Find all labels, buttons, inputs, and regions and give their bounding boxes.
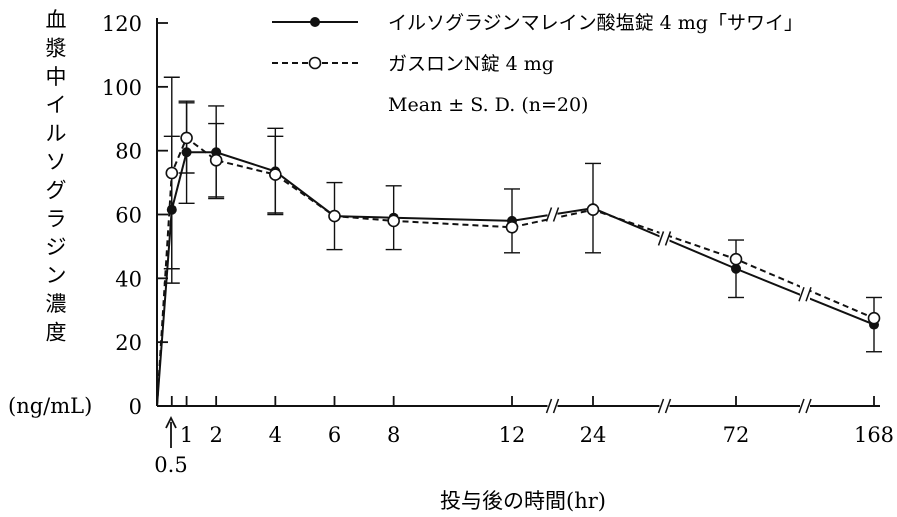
legend-label-gaslon: ガスロンN錠 4 mg — [388, 53, 554, 75]
x-tick-label: 4 — [269, 423, 282, 447]
legend-marker-sawai — [310, 17, 320, 27]
axis-break-gap — [547, 205, 558, 224]
x-axis-label: 投与後の時間(hr) — [440, 489, 606, 513]
y-axis-label-char: ル — [46, 122, 67, 146]
legend-marker-gaslon — [308, 56, 322, 70]
y-axis-label-char: ン — [46, 264, 67, 288]
series-point-0 — [166, 204, 177, 215]
half-hour-arrow-head — [165, 415, 177, 429]
axis-break-slash — [545, 207, 553, 222]
series-markers — [165, 131, 881, 330]
series-point-0 — [731, 263, 741, 274]
legend: イルソグラジンマレイン酸塩錠 4 mg「サワイ」 ガスロンN錠 4 mg Mea… — [272, 12, 803, 116]
legend-label-sawai: イルソグラジンマレイン酸塩錠 4 mg「サワイ」 — [388, 12, 803, 34]
y-tick-label: 120 — [102, 12, 142, 36]
y-axis-label-char: 濃 — [46, 292, 67, 316]
series-point-1 — [165, 166, 179, 180]
y-axis-label-char: イ — [46, 93, 67, 117]
x-tick-label: 72 — [723, 423, 750, 447]
axis-break-slash — [657, 231, 665, 246]
y-axis-label-char: 漿 — [46, 36, 67, 60]
x-tick-label: 168 — [854, 423, 894, 447]
x-tick-label: 24 — [580, 423, 607, 447]
y-axis-label-char: ソ — [46, 150, 67, 174]
series-lines — [156, 136, 875, 407]
series-line-1 — [156, 136, 875, 407]
axis-break-slash — [657, 398, 665, 414]
y-axis-label-char: グ — [46, 178, 67, 202]
series-point-1 — [209, 153, 223, 167]
y-tick-label: 100 — [102, 76, 142, 100]
series-point-1 — [505, 220, 519, 234]
x-tick-label: 8 — [387, 423, 400, 447]
axis-break-slash — [552, 398, 560, 414]
x-tick-label-0.5: 0.5 — [154, 453, 187, 477]
y-axis-label-char: 血 — [46, 8, 67, 32]
axis-breaks — [545, 205, 812, 415]
series-point-1 — [387, 214, 400, 228]
y-axis-label-char: 中 — [46, 65, 67, 89]
axis-break-gap — [547, 397, 558, 415]
axis-break-gap — [800, 397, 810, 415]
series-point-1 — [729, 252, 743, 266]
y-axis-unit: (ng/mL) — [8, 394, 92, 418]
x-tick-label: 1 — [180, 423, 193, 447]
axis-break-gap — [800, 285, 810, 304]
x-tick-label: 2 — [209, 423, 222, 447]
axis-break-slash — [805, 287, 812, 302]
series-point-0 — [181, 147, 192, 158]
x-tick-label: 6 — [328, 423, 341, 447]
y-ticks: 0 20 40 60 80 100 120 — [102, 12, 168, 419]
y-axis-label-char: 度 — [46, 320, 67, 344]
axis-break-slash — [805, 398, 812, 414]
x-ticks: 1 2 4 6 8 12 24 72 168 — [170, 396, 894, 447]
series-point-1 — [328, 209, 341, 223]
series-point-1 — [867, 311, 881, 325]
y-axis-label-char: ジ — [46, 235, 67, 259]
y-tick-label: 80 — [115, 140, 142, 164]
series-point-1 — [180, 131, 193, 145]
axis-break-slash — [664, 231, 672, 246]
axis-break-slash — [545, 398, 553, 414]
y-tick-label: 20 — [115, 331, 142, 355]
series-line-0 — [156, 151, 875, 407]
y-axis-label-char: ラ — [46, 207, 67, 231]
series-point-1 — [269, 168, 282, 181]
axis-break-slash — [552, 207, 560, 222]
axis-break-gap — [659, 229, 670, 248]
y-tick-label: 0 — [129, 395, 142, 419]
axis-break-gap — [659, 397, 670, 415]
error-bars — [163, 76, 882, 353]
mean-sd-note: Mean ± S. D. (n=20) — [388, 94, 588, 116]
x-tick-label: 12 — [499, 423, 526, 447]
axis-break-slash — [664, 398, 672, 414]
axis-break-slash — [798, 398, 805, 414]
y-tick-label: 40 — [115, 267, 142, 291]
series-point-1 — [586, 203, 600, 217]
y-tick-label: 60 — [115, 204, 142, 228]
axis-break-slash — [798, 287, 805, 302]
